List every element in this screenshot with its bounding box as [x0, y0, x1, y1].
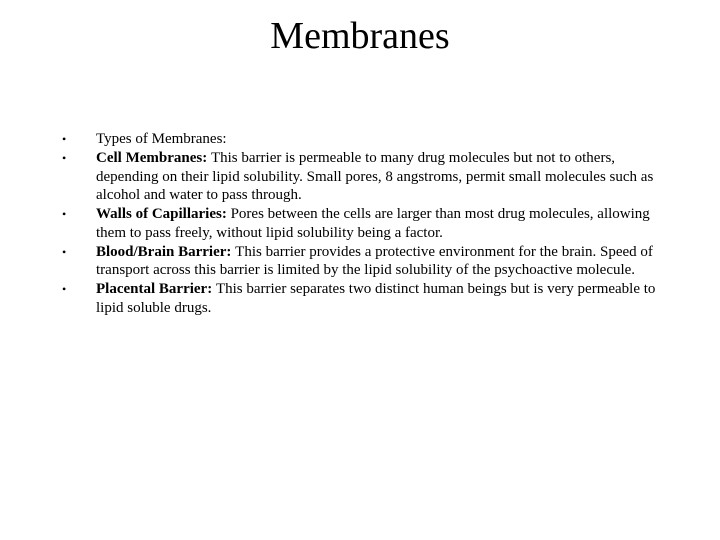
slide-body: Types of Membranes: Cell Membranes: This…	[58, 130, 680, 318]
bullet-lead: Blood/Brain Barrier:	[96, 244, 235, 260]
bullet-list: Types of Membranes: Cell Membranes: This…	[58, 130, 680, 318]
slide-title: Membranes	[0, 0, 720, 58]
slide: Membranes Types of Membranes: Cell Membr…	[0, 0, 720, 540]
bullet-lead: Cell Membranes:	[96, 150, 211, 166]
list-item: Placental Barrier: This barrier separate…	[58, 280, 680, 318]
bullet-lead: Walls of Capillaries:	[96, 206, 231, 222]
bullet-lead: Placental Barrier:	[96, 281, 216, 297]
list-item: Types of Membranes:	[58, 130, 680, 149]
list-item: Walls of Capillaries: Pores between the …	[58, 205, 680, 243]
list-item: Blood/Brain Barrier: This barrier provid…	[58, 243, 680, 281]
list-item: Cell Membranes: This barrier is permeabl…	[58, 149, 680, 205]
bullet-text: Types of Membranes:	[96, 131, 227, 147]
